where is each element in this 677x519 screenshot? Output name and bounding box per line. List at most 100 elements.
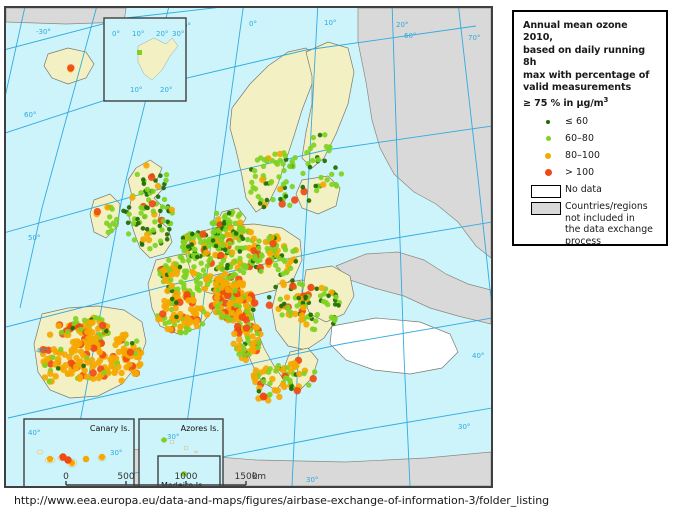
- monitoring-station-point[interactable]: [46, 331, 54, 338]
- monitoring-station-point[interactable]: [73, 365, 80, 372]
- monitoring-station-point[interactable]: [249, 348, 257, 355]
- monitoring-station-point[interactable]: [98, 321, 107, 330]
- monitoring-station-point[interactable]: [159, 310, 167, 318]
- monitoring-station-point[interactable]: [169, 296, 175, 302]
- monitoring-station-point[interactable]: [306, 382, 312, 388]
- monitoring-station-point[interactable]: [236, 227, 242, 233]
- monitoring-station-point[interactable]: [289, 183, 295, 190]
- monitoring-station-point[interactable]: [238, 313, 247, 321]
- monitoring-station-point[interactable]: [202, 245, 207, 251]
- monitoring-station-point[interactable]: [219, 266, 225, 272]
- monitoring-station-point[interactable]: [273, 284, 278, 290]
- map-panel[interactable]: -30°-20°-10°0°10°20°60°70°60°50°40°30°30…: [4, 6, 493, 488]
- monitoring-station-point[interactable]: [309, 326, 316, 332]
- monitoring-station-point[interactable]: [168, 206, 175, 213]
- monitoring-station-point[interactable]: [134, 171, 140, 178]
- monitoring-station-point[interactable]: [104, 204, 111, 211]
- monitoring-station-point[interactable]: [213, 243, 219, 249]
- monitoring-station-point[interactable]: [242, 356, 250, 364]
- monitoring-station-point[interactable]: [268, 179, 275, 185]
- monitoring-station-point[interactable]: [287, 379, 293, 385]
- monitoring-station-point[interactable]: [298, 316, 305, 324]
- monitoring-station-point[interactable]: [189, 268, 196, 276]
- monitoring-station-point[interactable]: [310, 134, 317, 141]
- monitoring-station-point[interactable]: [237, 249, 243, 254]
- monitoring-station-point[interactable]: [287, 163, 293, 169]
- monitoring-station-point[interactable]: [273, 159, 279, 166]
- monitoring-station-point[interactable]: [194, 283, 201, 290]
- monitoring-station-point[interactable]: [64, 456, 72, 464]
- monitoring-station-point[interactable]: [177, 323, 184, 330]
- monitoring-station-point[interactable]: [107, 223, 113, 229]
- monitoring-station-point[interactable]: [160, 218, 166, 224]
- monitoring-station-point[interactable]: [237, 255, 243, 262]
- monitoring-station-point[interactable]: [137, 50, 142, 55]
- monitoring-station-point[interactable]: [261, 204, 267, 210]
- monitoring-station-point[interactable]: [181, 239, 187, 245]
- monitoring-station-point[interactable]: [273, 262, 279, 268]
- monitoring-station-point[interactable]: [313, 187, 320, 194]
- monitoring-station-point[interactable]: [67, 64, 75, 72]
- monitoring-station-point[interactable]: [222, 247, 228, 252]
- monitoring-station-point[interactable]: [168, 277, 174, 283]
- monitoring-station-point[interactable]: [251, 307, 256, 313]
- monitoring-station-point[interactable]: [251, 168, 258, 174]
- monitoring-station-point[interactable]: [162, 263, 169, 269]
- monitoring-station-point[interactable]: [185, 297, 192, 304]
- monitoring-station-point[interactable]: [265, 257, 273, 266]
- monitoring-station-point[interactable]: [224, 286, 232, 293]
- monitoring-station-point[interactable]: [276, 393, 283, 401]
- monitoring-station-point[interactable]: [249, 340, 257, 347]
- monitoring-station-point[interactable]: [247, 229, 254, 236]
- monitoring-station-point[interactable]: [221, 270, 229, 278]
- monitoring-station-point[interactable]: [300, 184, 306, 190]
- monitoring-station-point[interactable]: [292, 310, 299, 318]
- monitoring-station-point[interactable]: [166, 257, 172, 263]
- monitoring-station-point[interactable]: [282, 258, 288, 265]
- monitoring-station-point[interactable]: [112, 222, 119, 228]
- monitoring-station-point[interactable]: [266, 392, 272, 398]
- monitoring-station-point[interactable]: [265, 301, 274, 309]
- monitoring-station-point[interactable]: [270, 196, 276, 203]
- monitoring-station-point[interactable]: [157, 238, 164, 244]
- monitoring-station-point[interactable]: [167, 326, 174, 333]
- monitoring-station-point[interactable]: [338, 171, 345, 177]
- monitoring-station-point[interactable]: [230, 340, 237, 347]
- monitoring-station-point[interactable]: [309, 375, 317, 383]
- monitoring-station-point[interactable]: [143, 162, 150, 169]
- monitoring-station-point[interactable]: [184, 268, 190, 274]
- monitoring-station-point[interactable]: [290, 248, 296, 254]
- monitoring-station-point[interactable]: [166, 319, 172, 325]
- monitoring-station-point[interactable]: [249, 179, 255, 186]
- monitoring-station-point[interactable]: [147, 246, 153, 252]
- monitoring-station-point[interactable]: [322, 132, 328, 138]
- monitoring-station-point[interactable]: [116, 335, 123, 343]
- monitoring-station-point[interactable]: [172, 305, 179, 312]
- monitoring-station-point[interactable]: [315, 157, 321, 163]
- monitoring-station-point[interactable]: [109, 206, 115, 212]
- monitoring-station-point[interactable]: [210, 238, 216, 243]
- monitoring-station-point[interactable]: [155, 316, 162, 323]
- monitoring-station-point[interactable]: [186, 244, 191, 249]
- monitoring-station-point[interactable]: [211, 229, 217, 235]
- monitoring-station-point[interactable]: [243, 265, 249, 271]
- monitoring-station-point[interactable]: [258, 268, 264, 275]
- monitoring-station-point[interactable]: [199, 321, 206, 327]
- monitoring-station-point[interactable]: [136, 220, 141, 226]
- monitoring-station-point[interactable]: [96, 348, 104, 356]
- monitoring-station-point[interactable]: [290, 278, 295, 283]
- monitoring-station-point[interactable]: [212, 251, 219, 259]
- monitoring-station-point[interactable]: [152, 242, 158, 249]
- monitoring-station-point[interactable]: [176, 298, 184, 306]
- monitoring-station-point[interactable]: [281, 167, 287, 174]
- monitoring-station-point[interactable]: [130, 220, 137, 227]
- monitoring-station-point[interactable]: [76, 375, 84, 382]
- monitoring-station-point[interactable]: [189, 242, 194, 247]
- monitoring-station-point[interactable]: [276, 150, 284, 158]
- monitoring-station-point[interactable]: [229, 273, 235, 280]
- monitoring-station-point[interactable]: [289, 282, 297, 290]
- monitoring-station-point[interactable]: [173, 290, 180, 297]
- monitoring-station-point[interactable]: [220, 314, 226, 320]
- monitoring-station-point[interactable]: [165, 219, 170, 225]
- monitoring-station-point[interactable]: [263, 181, 269, 186]
